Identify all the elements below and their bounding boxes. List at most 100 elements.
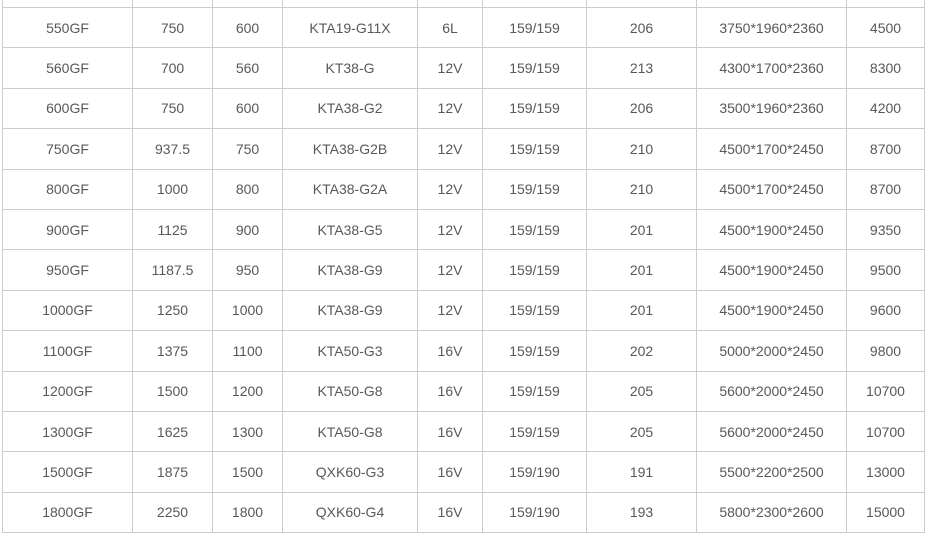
table-cell: 16V [418, 331, 483, 372]
table-cell: QXK60-G3 [283, 452, 418, 493]
table-cell: 3500*1960*2360 [697, 88, 847, 130]
table-cell: 750 [133, 88, 213, 130]
table-cell: 213 [587, 48, 697, 89]
table-cell: 9800 [847, 331, 925, 372]
spec-table-body: 550GF 750 600 KTA19-G11X 6L 159/159 206 3750*19… [2, 7, 925, 534]
table-cell: 800GF [3, 169, 133, 210]
table-cell: 159/190 [483, 492, 587, 534]
table-cell: 4500*1900*2450 [697, 290, 847, 332]
cropped-cell [847, 0, 925, 7]
cropped-row [2, 0, 925, 7]
table-cell: 2250 [133, 492, 213, 534]
table-cell: 201 [587, 290, 697, 332]
table-cell: 191 [587, 452, 697, 493]
table-cell: 4500 [847, 8, 925, 49]
table-cell: KTA38-G2 [283, 88, 418, 130]
table-cell: 950GF [3, 250, 133, 291]
table-cell: 13000 [847, 452, 925, 493]
table-cell: 937.5 [133, 129, 213, 170]
table-cell: 1800GF [3, 492, 133, 534]
table-cell: 950 [213, 250, 283, 291]
table-cell: 600 [213, 88, 283, 130]
table-cell: 5500*2200*2500 [697, 452, 847, 493]
table-cell: KTA38-G9 [283, 250, 418, 291]
table-cell: 16V [418, 411, 483, 453]
table-cell: 159/159 [483, 290, 587, 332]
table-cell: 1100 [213, 331, 283, 372]
table-cell: 1000 [133, 169, 213, 210]
cropped-cell [697, 0, 847, 7]
table-cell: KTA50-G3 [283, 331, 418, 372]
cropped-cell [483, 0, 587, 7]
table-cell: 9600 [847, 290, 925, 332]
table-cell: 201 [587, 250, 697, 291]
table-cell: 600GF [3, 88, 133, 130]
table-cell: KTA38-G5 [283, 209, 418, 251]
table-cell: 1000GF [3, 290, 133, 332]
table-cell: 1300 [213, 411, 283, 453]
cropped-cell [587, 0, 697, 7]
table-cell: 12V [418, 88, 483, 130]
table-cell: 206 [587, 88, 697, 130]
table-cell: KTA50-G8 [283, 371, 418, 412]
table-cell: 1200 [213, 371, 283, 412]
table-cell: 800 [213, 169, 283, 210]
table-cell: 201 [587, 209, 697, 251]
table-cell: 205 [587, 371, 697, 412]
table-cell: 4500*1900*2450 [697, 250, 847, 291]
table-cell: 9350 [847, 209, 925, 251]
table-cell: 16V [418, 452, 483, 493]
table-cell: KTA38-G2A [283, 169, 418, 210]
table-cell: 1300GF [3, 411, 133, 453]
table-cell: 8700 [847, 169, 925, 210]
table-cell: 5600*2000*2450 [697, 411, 847, 453]
table-cell: 1625 [133, 411, 213, 453]
table-cell: 750 [213, 129, 283, 170]
cropped-cell [283, 0, 418, 7]
table-cell: 1500 [213, 452, 283, 493]
table-cell: 202 [587, 331, 697, 372]
table-cell: 4500*1700*2450 [697, 169, 847, 210]
table-cell: 159/159 [483, 411, 587, 453]
table-cell: 12V [418, 48, 483, 89]
table-cell: 193 [587, 492, 697, 534]
table-cell: 560 [213, 48, 283, 89]
table-cell: 8300 [847, 48, 925, 89]
cropped-cell [213, 0, 283, 7]
table-cell: 1125 [133, 209, 213, 251]
table-cell: 8700 [847, 129, 925, 170]
cropped-cell [133, 0, 213, 7]
table-cell: 159/159 [483, 331, 587, 372]
table-cell: 12V [418, 169, 483, 210]
table-cell: 159/159 [483, 88, 587, 130]
table-cell: 1800 [213, 492, 283, 534]
table-cell: 159/159 [483, 8, 587, 49]
table-cell: 700 [133, 48, 213, 89]
table-cell: 4200 [847, 88, 925, 130]
table-cell: 159/159 [483, 209, 587, 251]
table-cell: KTA19-G11X [283, 8, 418, 49]
table-cell: 5800*2300*2600 [697, 492, 847, 534]
table-cell: 205 [587, 411, 697, 453]
table-cell: 1200GF [3, 371, 133, 412]
table-cell: 16V [418, 492, 483, 534]
table-cell: KTA50-G8 [283, 411, 418, 453]
table-cell: 12V [418, 209, 483, 251]
table-cell: 12V [418, 129, 483, 170]
table-cell: 4300*1700*2360 [697, 48, 847, 89]
table-cell: 5600*2000*2450 [697, 371, 847, 412]
table-cell: 159/190 [483, 452, 587, 493]
table-cell: 4500*1700*2450 [697, 129, 847, 170]
table-cell: 3750*1960*2360 [697, 8, 847, 49]
table-cell: 560GF [3, 48, 133, 89]
table-cell: 1250 [133, 290, 213, 332]
cropped-cell [3, 0, 133, 7]
table-cell: 159/159 [483, 129, 587, 170]
table-cell: KTA38-G9 [283, 290, 418, 332]
table-cell: 210 [587, 129, 697, 170]
table-cell: 12V [418, 290, 483, 332]
table-cell: 10700 [847, 411, 925, 453]
table-cell: 206 [587, 8, 697, 49]
table-cell: 550GF [3, 8, 133, 49]
